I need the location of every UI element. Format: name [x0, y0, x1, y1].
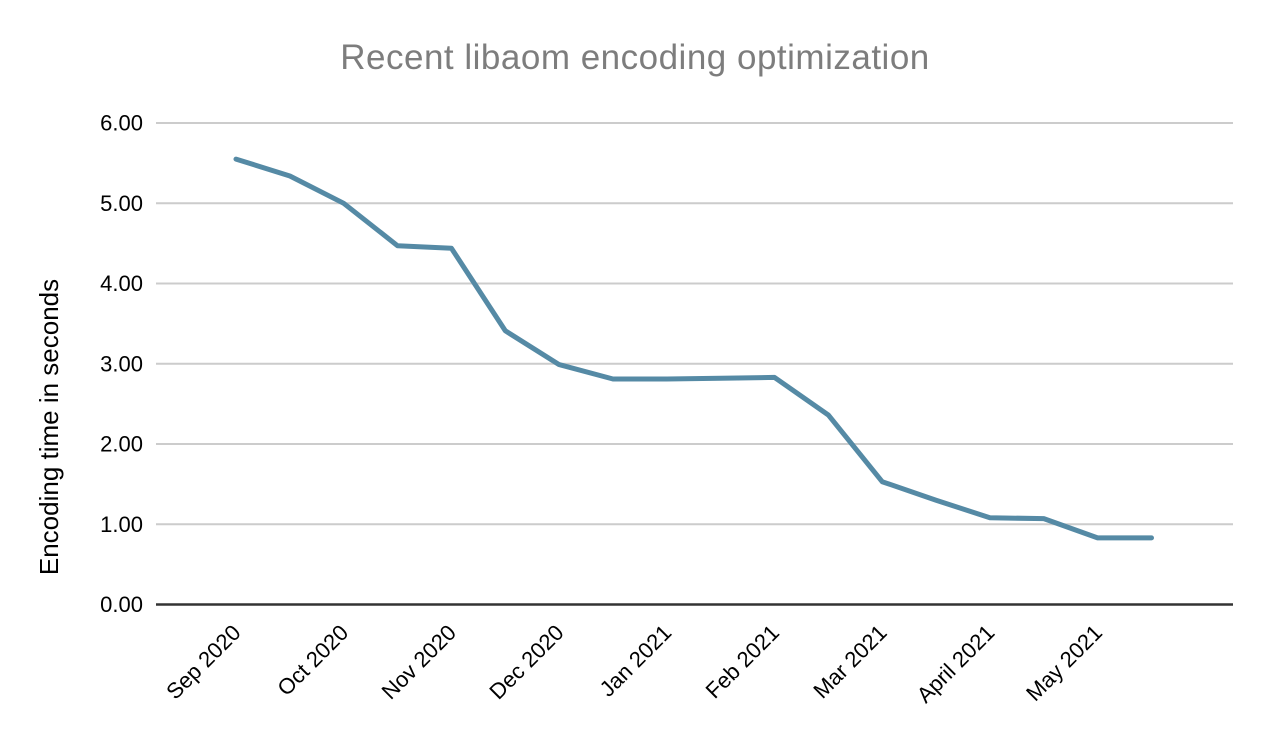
y-axis-tick-labels: 0.00 1.00 2.00 3.00 4.00 5.00 6.00 — [100, 111, 143, 618]
y-tick-label: 4.00 — [100, 271, 143, 296]
gridlines — [156, 122, 1233, 606]
series-line — [233, 156, 1154, 541]
y-tick-label: 2.00 — [100, 432, 143, 457]
x-tick-label: Dec 2020 — [484, 620, 568, 704]
x-tick-label: Mar 2021 — [808, 620, 891, 703]
y-tick-label: 1.00 — [100, 512, 143, 537]
x-tick-label: Sep 2020 — [161, 620, 245, 704]
x-tick-label: May 2021 — [1021, 620, 1107, 706]
y-tick-label: 0.00 — [100, 592, 143, 617]
x-tick-label: Oct 2020 — [272, 620, 353, 701]
x-tick-label: April 2021 — [912, 620, 1000, 708]
y-tick-label: 5.00 — [100, 191, 143, 216]
x-axis-tick-labels: Sep 2020 Oct 2020 Nov 2020 Dec 2020 Jan 2021… — [161, 620, 1107, 708]
y-tick-label: 3.00 — [100, 351, 143, 376]
x-tick-label: Nov 2020 — [377, 620, 461, 704]
x-tick-label: Feb 2021 — [701, 620, 784, 703]
y-tick-label: 6.00 — [100, 111, 143, 136]
y-axis-title: Encoding time in seconds — [34, 279, 64, 575]
x-tick-label: Jan 2021 — [595, 620, 677, 702]
chart-title: Recent libaom encoding optimization — [340, 38, 930, 77]
